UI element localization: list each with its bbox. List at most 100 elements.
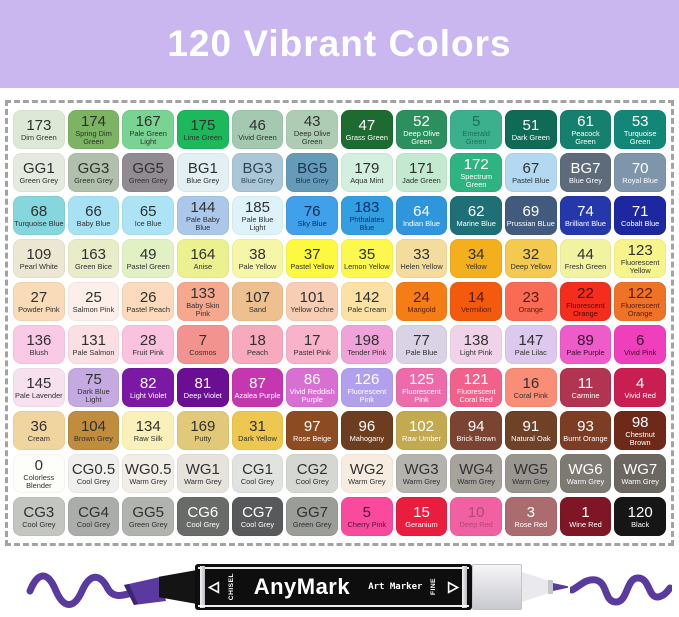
color-code: 15 [413, 504, 430, 521]
color-code: 169 [190, 418, 216, 435]
color-name: Natural Oak [511, 434, 551, 443]
color-swatch: 86 Vivid Reddish Purple [286, 368, 338, 407]
color-name: Warm Grey [512, 477, 550, 486]
color-name: Green Grey [74, 176, 113, 185]
color-swatch: 136 Blush [13, 325, 65, 364]
color-swatch: CG2 Cool Grey [286, 454, 338, 493]
color-swatch: 33 Helen Yellow [395, 239, 448, 278]
color-swatch: 5 Cherry Pink [341, 497, 393, 536]
color-name: Peach [247, 348, 268, 357]
color-name: Pastel Peach [126, 305, 170, 314]
color-code: 74 [577, 203, 594, 220]
color-name: Sky Blue [297, 219, 327, 228]
color-name: Geranium [405, 520, 438, 529]
tip-ring [548, 580, 553, 594]
color-swatch: 31 Dark Yellow [231, 411, 284, 450]
color-name: Vivid Red [624, 391, 656, 400]
color-name: Pastel Green [126, 262, 170, 271]
color-name: Royal Blue [622, 176, 659, 185]
color-code: 22 [577, 285, 594, 303]
color-swatch: CG4 Cool Grey [67, 497, 120, 536]
color-swatch: 32 Deep Yellow [505, 239, 557, 278]
color-code: 75 [85, 371, 102, 389]
color-name: Ice Blue [134, 219, 162, 228]
color-code: 52 [413, 113, 430, 131]
nib-holder [159, 570, 197, 604]
color-grid: 173 Dim Green 174 Spring Dim Green 167 P… [5, 100, 674, 546]
color-name: Deep Yellow [510, 262, 552, 271]
color-code: 125 [408, 371, 434, 389]
color-swatch: GG1 Green Grey [13, 153, 65, 192]
color-swatch: 61 Peacock Green [559, 110, 612, 149]
page-title: 120 Vibrant Colors [167, 23, 512, 64]
body-highlight-right [462, 566, 467, 608]
color-code: 62 [467, 203, 485, 220]
color-swatch: 97 Rose Beige [286, 411, 338, 450]
color-swatch: 198 Tender Pink [341, 325, 393, 364]
color-code: GG5 [132, 160, 164, 177]
color-swatch: GG3 Green Grey [67, 153, 120, 192]
color-code: 145 [26, 375, 52, 392]
color-name: Anise [193, 262, 213, 271]
color-code: 67 [522, 160, 540, 177]
color-name: Warm Grey [621, 477, 659, 486]
color-code: 34 [467, 246, 485, 263]
color-name: Green Grey [128, 176, 168, 185]
color-swatch: 37 Pastel Yellow [286, 239, 338, 278]
color-name: Prussian BLue [506, 219, 555, 228]
color-name: Warm Grey [457, 477, 495, 486]
color-code: 93 [577, 418, 594, 435]
color-swatch: 163 Green Bice [67, 239, 120, 278]
color-code: 94 [467, 418, 485, 435]
color-code: 70 [631, 160, 649, 177]
color-code: 26 [139, 289, 157, 306]
color-name: Cool Grey [295, 477, 329, 486]
color-name: Cool Grey [240, 477, 275, 486]
color-code: 4 [635, 375, 645, 392]
color-swatch: 173 Dim Green [13, 110, 65, 149]
color-swatch: 167 Pale Green Light [122, 110, 174, 149]
color-name: Yellow Ochre [290, 305, 334, 314]
color-swatch: 53 Turquoise Green [614, 110, 666, 149]
marker-illustration: CHISEL AnyMark Art Marker FINE [0, 555, 679, 617]
color-swatch: 36 Cream [13, 411, 65, 450]
color-name: Fresh Green [564, 262, 607, 271]
color-name: Mahogany [349, 434, 385, 443]
color-swatch: 93 Burnt Orange [559, 411, 612, 450]
color-swatch: 104 Brown Grey [67, 411, 120, 450]
color-swatch: 66 Baby Blue [67, 196, 120, 235]
color-code: BG1 [187, 160, 218, 177]
color-swatch: 28 Fruit Pink [122, 325, 174, 364]
color-code: 96 [358, 418, 376, 435]
color-code: 37 [303, 246, 321, 263]
color-name: Black [631, 520, 650, 529]
color-code: CG6 [187, 504, 219, 521]
color-code: 133 [190, 285, 216, 303]
body-highlight-left [200, 566, 205, 608]
chisel-tip-icon [207, 580, 220, 594]
color-name: Green Bice [75, 262, 112, 271]
color-code: 23 [522, 289, 540, 306]
color-code: 44 [577, 246, 594, 263]
color-code: 98 [631, 414, 649, 432]
color-swatch: 183 Phthalates Blue [341, 196, 393, 235]
color-swatch: 11 Carmine [559, 368, 612, 407]
color-swatch: 70 Royal Blue [614, 153, 666, 192]
color-name: Emerald Green [462, 129, 490, 146]
color-code: 198 [354, 332, 380, 349]
color-swatch: 147 Pale Lilac [505, 325, 557, 364]
color-name: Pale Purple [566, 348, 605, 357]
color-swatch: 38 Pale Yellow [231, 239, 284, 278]
color-name: Vivid Reddish Purple [289, 387, 335, 404]
marker-body: CHISEL AnyMark Art Marker FINE [195, 564, 472, 610]
color-name: Deep Red [459, 520, 493, 529]
color-code: 18 [249, 332, 266, 349]
color-name: Vivid Green [238, 133, 277, 142]
color-name: Vivid Pink [624, 348, 657, 357]
color-swatch: 64 Indian Blue [395, 196, 448, 235]
color-code: 5 [471, 113, 481, 131]
color-code: 1 [581, 504, 590, 521]
color-code: 109 [26, 246, 52, 263]
color-name: Phthalates Blue [349, 215, 385, 232]
color-swatch: 121 Fluorescent Coral Red [450, 368, 502, 407]
